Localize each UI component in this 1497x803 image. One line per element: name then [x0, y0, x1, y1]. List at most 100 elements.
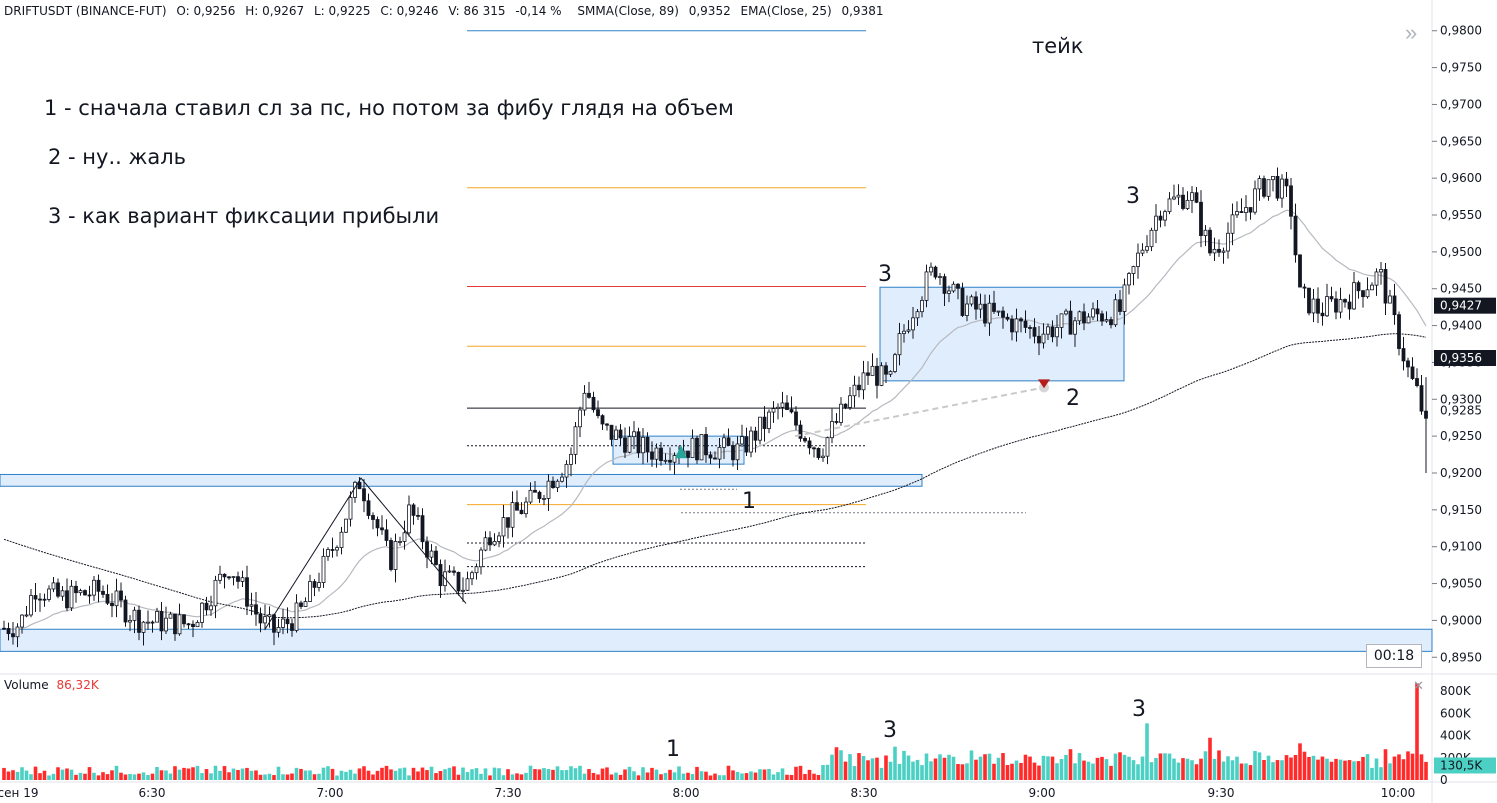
- candle-body: [146, 621, 150, 624]
- candle-body: [578, 409, 582, 428]
- volume-bar: [11, 770, 15, 780]
- candle-body: [38, 598, 42, 601]
- candle-body: [758, 416, 762, 441]
- take-profit-label: тейк: [1032, 34, 1084, 58]
- candle-body: [866, 372, 870, 376]
- volume-bar: [974, 759, 978, 780]
- zone-rect: [0, 628, 1433, 652]
- volume-bar: [578, 765, 582, 780]
- candle-body: [1104, 319, 1109, 322]
- volume-bar: [1037, 765, 1041, 780]
- volume-bar: [1401, 759, 1406, 780]
- volume-bar: [425, 770, 429, 780]
- volume-bar: [992, 763, 996, 780]
- volume-bar: [596, 774, 600, 780]
- candle-body: [1046, 326, 1050, 335]
- candle-body: [1118, 299, 1122, 312]
- candle-body: [1262, 178, 1266, 197]
- volume-bar: [1086, 761, 1091, 780]
- candle-body: [204, 602, 209, 611]
- volume-bar: [141, 772, 146, 780]
- close-icon[interactable]: ✕: [1413, 678, 1424, 693]
- volume-bar: [609, 774, 614, 780]
- candle-body: [839, 403, 843, 423]
- candle-body: [393, 541, 398, 570]
- candle-body: [258, 613, 263, 624]
- volume-bar: [1284, 755, 1289, 780]
- candle-body: [411, 504, 416, 516]
- volume-bar: [204, 769, 209, 780]
- volume-bar: [1158, 753, 1163, 780]
- volume-bar: [1419, 754, 1424, 780]
- volume-bar: [105, 774, 110, 780]
- candle-body: [2, 627, 6, 630]
- volume-bar: [416, 771, 420, 780]
- volume-bar: [942, 757, 947, 780]
- candle-body: [114, 590, 119, 607]
- candle-body: [294, 602, 299, 631]
- candle-body: [713, 457, 717, 460]
- candle-body: [1190, 192, 1194, 201]
- candle-body: [573, 426, 578, 455]
- volume-bar: [344, 771, 348, 780]
- volume-bar: [749, 771, 753, 780]
- candle-body: [969, 296, 974, 305]
- smma-label[interactable]: SMMA(Close, 89): [577, 4, 679, 18]
- volume-bar: [785, 774, 789, 780]
- volume-legend[interactable]: Volume 86,32K: [4, 678, 99, 692]
- volume-bar: [1307, 756, 1311, 780]
- candle-body: [330, 549, 335, 551]
- volume-bar: [384, 765, 389, 780]
- note-3: 3 - как вариант фиксации прибыли: [48, 204, 440, 228]
- candle-body: [1086, 316, 1091, 324]
- time-tick-label: 10:00: [1381, 786, 1416, 800]
- volume-bar: [173, 766, 177, 780]
- fib-levels: [467, 30, 1026, 568]
- candle-body: [1244, 207, 1248, 213]
- candle-body: [195, 622, 200, 628]
- volume-bar: [704, 771, 708, 780]
- volume-bar: [1266, 755, 1271, 780]
- volume-bar: [735, 771, 740, 780]
- volume-bar: [434, 773, 438, 780]
- candle-body: [348, 497, 353, 520]
- candle-body: [1082, 311, 1086, 324]
- candle-body: [398, 541, 402, 543]
- volume-bar: [497, 768, 501, 780]
- symbol-name[interactable]: DRIFTUSDT (BINANCE-FUT): [4, 4, 167, 18]
- volume-bar: [762, 769, 767, 780]
- candle-body: [830, 421, 834, 439]
- volume-bar: [326, 766, 330, 780]
- volume-bar: [42, 770, 47, 780]
- candle-body: [825, 437, 830, 457]
- candle-body: [308, 581, 312, 602]
- candle-body: [537, 491, 542, 499]
- candle-body: [920, 299, 924, 313]
- candle-body: [222, 573, 227, 578]
- ema-label[interactable]: EMA(Close, 25): [740, 4, 832, 18]
- volume-bar: [1217, 750, 1221, 780]
- candle-body: [168, 613, 173, 619]
- price-label-text: 0,9427: [1440, 299, 1482, 313]
- volume-bar: [870, 758, 875, 780]
- buy-arrow-icon: [675, 444, 687, 459]
- volume-bar: [209, 773, 213, 780]
- volume-bar: [321, 767, 326, 780]
- volume-bar: [218, 770, 222, 780]
- candle-body: [690, 437, 695, 458]
- volume-tick-label: 400K: [1440, 729, 1472, 743]
- candle-body: [1023, 320, 1028, 328]
- volume-bar: [362, 766, 366, 780]
- price-label-text: 0,9285: [1440, 403, 1482, 417]
- volume-bar: [1019, 763, 1023, 780]
- candle-body: [263, 616, 267, 624]
- volume-bar: [920, 765, 924, 780]
- candle-body: [1230, 214, 1235, 234]
- double-chevron-right-icon[interactable]: »: [1405, 20, 1418, 45]
- candle-body: [1280, 178, 1284, 199]
- note-1: 1 - сначала ставил сл за пс, но потом за…: [44, 96, 734, 120]
- volume-bar: [47, 775, 51, 780]
- candle-body: [1140, 249, 1145, 254]
- volume-bar: [312, 774, 317, 780]
